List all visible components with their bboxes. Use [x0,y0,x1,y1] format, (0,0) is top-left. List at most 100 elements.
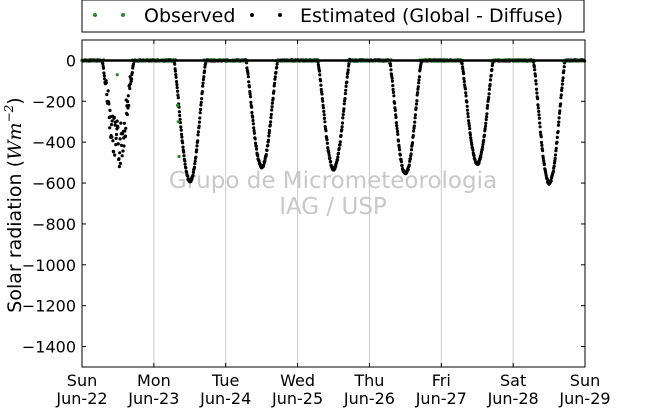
estimated-point [269,116,273,120]
estimated-point [416,87,420,91]
estimated-point [191,170,195,174]
estimated-point [393,101,397,105]
estimated-point [541,156,545,160]
estimated-point [104,81,108,85]
estimated-point [117,165,121,169]
estimated-point [466,115,470,119]
estimated-point [252,129,256,133]
estimated-point [389,64,393,68]
estimated-point [270,108,274,112]
estimated-point [324,129,328,133]
x-tick-label-day: Sun [67,371,97,390]
legend-marker-estimated-2 [278,13,282,17]
estimated-point [397,145,401,149]
estimated-point [275,62,279,66]
estimated-point [409,152,413,156]
estimated-point [246,71,250,76]
estimated-point [484,121,488,125]
estimated-point [117,157,121,161]
estimated-point [461,67,465,71]
estimated-point [318,73,322,77]
estimated-point [124,126,128,130]
estimated-point [414,106,418,110]
estimated-point [472,154,476,158]
estimated-point [119,121,123,125]
estimated-point [481,142,485,146]
estimated-point [108,108,112,112]
estimated-point [553,153,558,157]
estimated-point [196,133,200,137]
estimated-point [106,89,110,93]
observed-point [177,154,181,159]
x-tick-label-date: Jun-24 [199,389,251,408]
estimated-point [533,68,537,72]
estimated-point [538,121,542,125]
estimated-point [196,130,200,134]
estimated-point [487,95,491,100]
estimated-point [465,104,469,108]
estimated-point [102,66,106,70]
estimated-point [174,75,178,79]
estimated-point [198,116,202,120]
estimated-point [409,148,414,152]
estimated-point [267,128,272,133]
x-tick-label-day: Sun [570,371,600,390]
x-tick-label-date: Jun-28 [487,389,539,408]
y-tick-label: −1000 [22,256,76,275]
x-axis: SunJun-22MonJun-23TueJun-24WedJun-25ThuJ… [55,40,611,408]
estimated-point [557,116,561,120]
legend-marker-observed-1 [93,13,97,17]
legend-label-observed: Observed [144,5,235,27]
estimated-point [273,75,277,79]
estimated-point [174,80,179,84]
estimated-point [248,95,253,99]
estimated-point [102,71,106,75]
estimated-point [252,126,256,130]
estimated-point [256,153,260,158]
x-tick-label-date: Jun-23 [127,389,179,408]
estimated-point [321,99,325,103]
estimated-point [486,103,490,108]
estimated-point [183,162,187,166]
estimated-point [178,117,182,121]
estimated-point [537,113,541,117]
estimated-point [335,160,339,164]
estimated-point [465,108,470,112]
estimated-point [101,62,105,66]
estimated-point [485,115,489,119]
estimated-point [417,75,421,79]
estimated-point [395,126,399,131]
estimated-point [319,79,323,83]
estimated-point [342,109,346,113]
estimated-point [323,125,327,129]
estimated-point [125,112,129,117]
estimated-point [413,120,417,124]
estimated-point [319,83,323,87]
estimated-point [395,124,399,128]
estimated-point [336,155,340,159]
estimated-point [460,62,464,66]
estimated-point [108,126,112,130]
estimated-point [338,143,342,147]
estimated-point [251,118,255,123]
estimated-point [555,135,559,139]
estimated-point [467,121,471,125]
estimated-point [116,142,120,146]
estimated-point [413,113,417,117]
estimated-point [560,86,564,90]
estimated-point [121,132,125,136]
legend-marker-estimated-1 [250,13,254,17]
estimated-point [325,141,329,145]
y-tick-label: −1400 [22,338,76,357]
estimated-point [128,82,133,86]
estimated-point [131,62,135,66]
estimated-point [390,76,394,80]
estimated-point [198,111,202,115]
estimated-point [536,106,540,110]
estimated-point [394,115,398,119]
estimated-point [130,71,134,75]
estimated-point [320,92,324,96]
estimated-point [247,80,251,84]
estimated-point [465,100,469,104]
estimated-point [542,163,547,167]
